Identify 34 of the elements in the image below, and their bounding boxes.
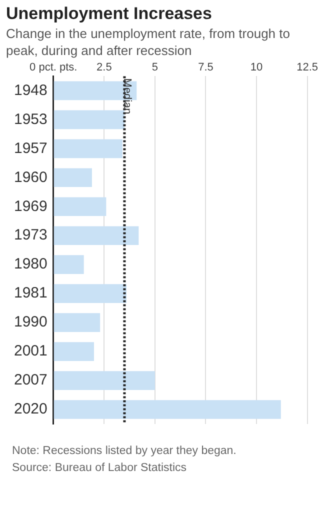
bar xyxy=(54,168,92,188)
y-tick-label: 2020 xyxy=(14,400,48,418)
x-tick-label: 12.5 xyxy=(296,62,318,74)
bar xyxy=(54,371,155,390)
bar xyxy=(54,313,100,332)
bar xyxy=(54,284,126,303)
y-tick-label: 1960 xyxy=(14,168,48,186)
bar xyxy=(54,400,281,419)
y-tick-label: 1973 xyxy=(14,226,48,244)
chart-subtitle: Change in the unemployment rate, from trough to peak, during and after recession xyxy=(6,25,291,59)
x-tick-label: 5 xyxy=(152,62,158,74)
x-tick-label: 2.5 xyxy=(96,62,112,74)
chart-title: Unemployment Increases xyxy=(6,4,213,24)
y-tick-label: 1969 xyxy=(14,198,48,215)
y-tick-label: 1953 xyxy=(14,110,48,128)
x-tick-label: 7.5 xyxy=(198,62,214,74)
text: Note: Recessions listed by year they began. xyxy=(12,444,238,459)
bar xyxy=(54,110,124,130)
y-tick-label: 2007 xyxy=(14,372,48,389)
bar xyxy=(54,255,84,274)
y-tick-label: 1981 xyxy=(14,284,48,302)
source-note: Source: Bureau of Labor Statistics xyxy=(12,461,188,476)
y-tick-label: 1990 xyxy=(14,314,48,331)
y-tick-label: 1980 xyxy=(14,256,48,273)
bar xyxy=(54,342,94,361)
y-tick-label: 1948 xyxy=(14,82,48,99)
ref-line-label: Median xyxy=(120,78,133,114)
y-tick-label: 1957 xyxy=(14,140,48,157)
x-tick-label: 0 pct. pts. xyxy=(30,62,78,74)
bar xyxy=(54,139,122,158)
x-tick-label: 10 xyxy=(250,62,263,74)
y-tick-label: 2001 xyxy=(14,342,48,360)
bar xyxy=(54,226,139,246)
bar xyxy=(54,197,106,216)
